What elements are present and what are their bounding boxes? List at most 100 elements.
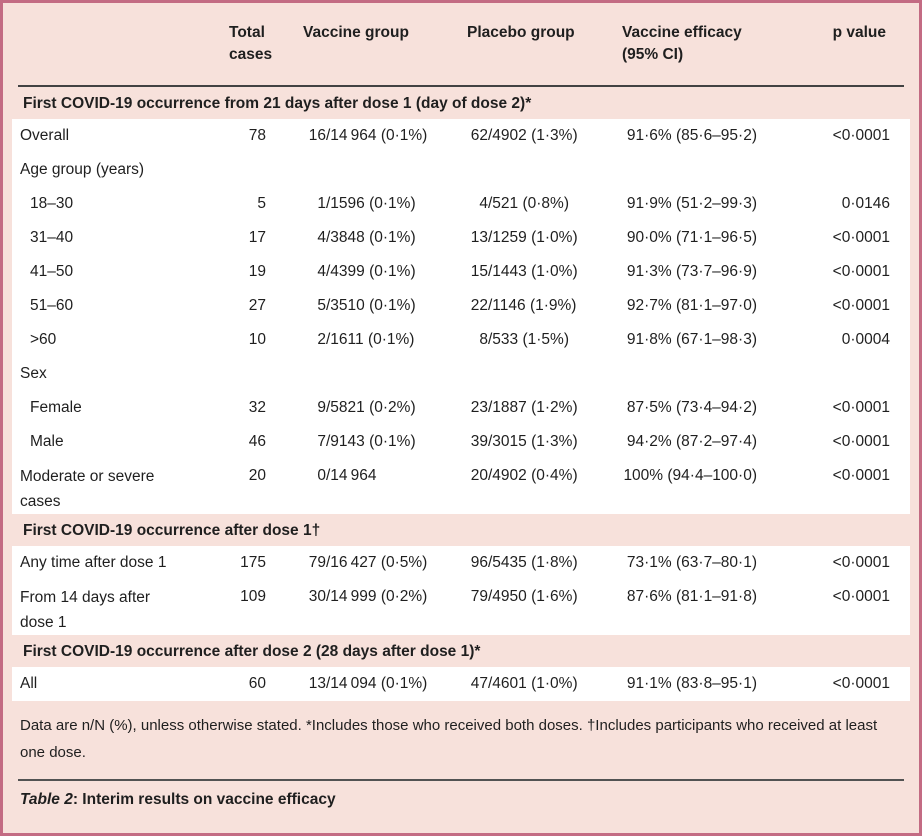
cell-p-value: <0·0001 <box>832 229 890 246</box>
value-numerator: 15 <box>470 263 488 280</box>
value-denominator-percent: /3848 (0·1%) <box>326 229 416 246</box>
row-label: Overall <box>20 127 70 144</box>
table-row: 41–50 19 4/4399 (0·1%) 15/1443 (1·0%) 91·3% … <box>12 255 910 289</box>
table-row: From 14 days after dose 1 109 30/14 999 (0… <box>12 580 910 635</box>
value-denominator-percent: /14 094 (0·1%) <box>326 675 428 692</box>
cell-vaccine-group: 30/14 999 (0·2%) <box>270 580 462 614</box>
value-denominator-percent: /5821 (0·2%) <box>326 399 416 416</box>
cell-total-cases: 20 <box>248 467 266 484</box>
value-numerator: 4 <box>317 229 326 246</box>
section-rows: All 60 13/14 094 (0·1%) 47/4601 (1·0%) 91·1%… <box>12 667 910 701</box>
table-row: Any time after dose 1 175 79/16 427 (0·5%)… <box>12 546 910 580</box>
value-denominator-percent: /4399 (0·1%) <box>326 263 416 280</box>
value-numerator: 23 <box>470 399 488 416</box>
cell-vaccine-efficacy: 92·7% (81·1–97·0) <box>626 297 757 314</box>
cell-total-cases: 17 <box>248 229 266 246</box>
cell-total-cases: 60 <box>248 675 266 692</box>
value-denominator-percent: /521 (0·8%) <box>488 195 569 212</box>
value-numerator: 47 <box>470 675 488 692</box>
cell-vaccine-efficacy: 91·6% (85·6–95·2) <box>626 127 757 144</box>
section-header: First COVID-19 occurrence after dose 2 (… <box>3 635 919 667</box>
cell-total-cases: 175 <box>240 554 266 571</box>
column-header-placebo-group: Placebo group <box>467 24 575 41</box>
value-denominator-percent: /14 964 <box>326 467 377 484</box>
row-label: Male <box>30 433 64 450</box>
row-label: Age group (years) <box>20 161 145 178</box>
column-header-vaccine-efficacy: Vaccine efficacy (95% CI) <box>622 24 742 63</box>
row-label: All <box>20 675 38 692</box>
cell-vaccine-group: 0/14 964 <box>270 459 462 493</box>
value-numerator: 4 <box>479 195 488 212</box>
value-denominator-percent: /16 427 (0·5%) <box>326 554 428 571</box>
value-denominator-percent: /9143 (0·1%) <box>326 433 416 450</box>
value-numerator: 2 <box>317 331 326 348</box>
value-denominator-percent: /1146 (1·9%) <box>488 297 577 314</box>
cell-vaccine-group: 16/14 964 (0·1%) <box>270 119 462 153</box>
cell-p-value: 0·0004 <box>841 331 890 348</box>
section-rows: Overall 78 16/14 964 (0·1%) 62/4902 (1·3%) 9… <box>12 119 910 514</box>
cell-vaccine-group: 4/3848 (0·1%) <box>270 221 462 255</box>
value-denominator-percent: /5435 (1·8%) <box>488 554 578 571</box>
cell-p-value: <0·0001 <box>832 675 890 692</box>
cell-vaccine-group: 13/14 094 (0·1%) <box>270 667 462 701</box>
cell-p-value: <0·0001 <box>832 467 890 484</box>
row-label: Sex <box>20 365 47 382</box>
cell-vaccine-group: 2/1611 (0·1%) <box>270 323 462 357</box>
cell-placebo-group: 79/4950 (1·6%) <box>462 580 618 614</box>
cell-total-cases: 32 <box>248 399 266 416</box>
column-header-blank <box>12 22 224 85</box>
cell-p-value: <0·0001 <box>832 433 890 450</box>
cell-placebo-group: 15/1443 (1·0%) <box>462 255 618 289</box>
header-divider-rule <box>18 85 904 87</box>
cell-p-value: <0·0001 <box>832 127 890 144</box>
value-numerator: 4 <box>317 263 326 280</box>
cell-p-value: 0·0146 <box>841 195 890 212</box>
cell-placebo-group: 39/3015 (1·3%) <box>462 425 618 459</box>
cell-p-value: <0·0001 <box>832 399 890 416</box>
cell-vaccine-group: 1/1596 (0·1%) <box>270 187 462 221</box>
value-denominator-percent: /3015 (1·3%) <box>488 433 578 450</box>
cell-placebo-group: 23/1887 (1·2%) <box>462 391 618 425</box>
value-denominator-percent: /4902 (1·3%) <box>488 127 578 144</box>
value-numerator: 13 <box>308 675 326 692</box>
value-numerator: 62 <box>470 127 488 144</box>
section-header: First COVID-19 occurrence from 21 days a… <box>3 87 919 119</box>
value-numerator: 79 <box>470 588 488 605</box>
row-label: Moderate or severe cases <box>20 468 155 510</box>
value-denominator-percent: /1596 (0·1%) <box>326 195 416 212</box>
table-row: Moderate or severe cases 20 0/14 964 20/490… <box>12 459 910 514</box>
column-header-p-value: p value <box>832 24 886 41</box>
cell-total-cases: 46 <box>248 433 266 450</box>
row-label: 31–40 <box>30 229 74 246</box>
table-row: Female 32 9/5821 (0·2%) 23/1887 (1·2%) 87·5%… <box>12 391 910 425</box>
cell-vaccine-efficacy: 87·5% (73·4–94·2) <box>626 399 757 416</box>
cell-placebo-group: 4/521 (0·8%) <box>462 187 618 221</box>
cell-vaccine-efficacy: 91·1% (83·8–95·1) <box>626 675 757 692</box>
cell-vaccine-efficacy: 73·1% (63·7–80·1) <box>626 554 757 571</box>
cell-vaccine-group: 9/5821 (0·2%) <box>270 391 462 425</box>
value-numerator: 96 <box>470 554 488 571</box>
cell-vaccine-efficacy: 94·2% (87·2–97·4) <box>626 433 757 450</box>
row-label: >60 <box>30 331 57 348</box>
cell-placebo-group: 96/5435 (1·8%) <box>462 546 618 580</box>
value-numerator: 79 <box>308 554 326 571</box>
caption-divider-rule <box>18 779 904 781</box>
table-row: 31–40 17 4/3848 (0·1%) 13/1259 (1·0%) 90·0% … <box>12 221 910 255</box>
table-row: Age group (years) <box>12 153 910 187</box>
value-denominator-percent: /1611 (0·1%) <box>326 331 415 348</box>
table-header-row: Total cases Vaccine group Placebo group … <box>3 3 919 85</box>
row-label: Any time after dose 1 <box>20 554 167 571</box>
table-row: Overall 78 16/14 964 (0·1%) 62/4902 (1·3%) 9… <box>12 119 910 153</box>
value-denominator-percent: /4601 (1·0%) <box>488 675 578 692</box>
row-label: 18–30 <box>30 195 74 212</box>
value-denominator-percent: /1443 (1·0%) <box>488 263 578 280</box>
row-label: 51–60 <box>30 297 74 314</box>
value-numerator: 16 <box>308 127 326 144</box>
table-row: Male 46 7/9143 (0·1%) 39/3015 (1·3%) 94·2% (… <box>12 425 910 459</box>
value-numerator: 22 <box>470 297 488 314</box>
table-row: >60 10 2/1611 (0·1%) 8/533 (1·5%) 91·8% (67·… <box>12 323 910 357</box>
value-numerator: 30 <box>308 588 326 605</box>
table-row: All 60 13/14 094 (0·1%) 47/4601 (1·0%) 91·1%… <box>12 667 910 701</box>
row-label: Female <box>30 399 82 416</box>
cell-placebo-group: 47/4601 (1·0%) <box>462 667 618 701</box>
